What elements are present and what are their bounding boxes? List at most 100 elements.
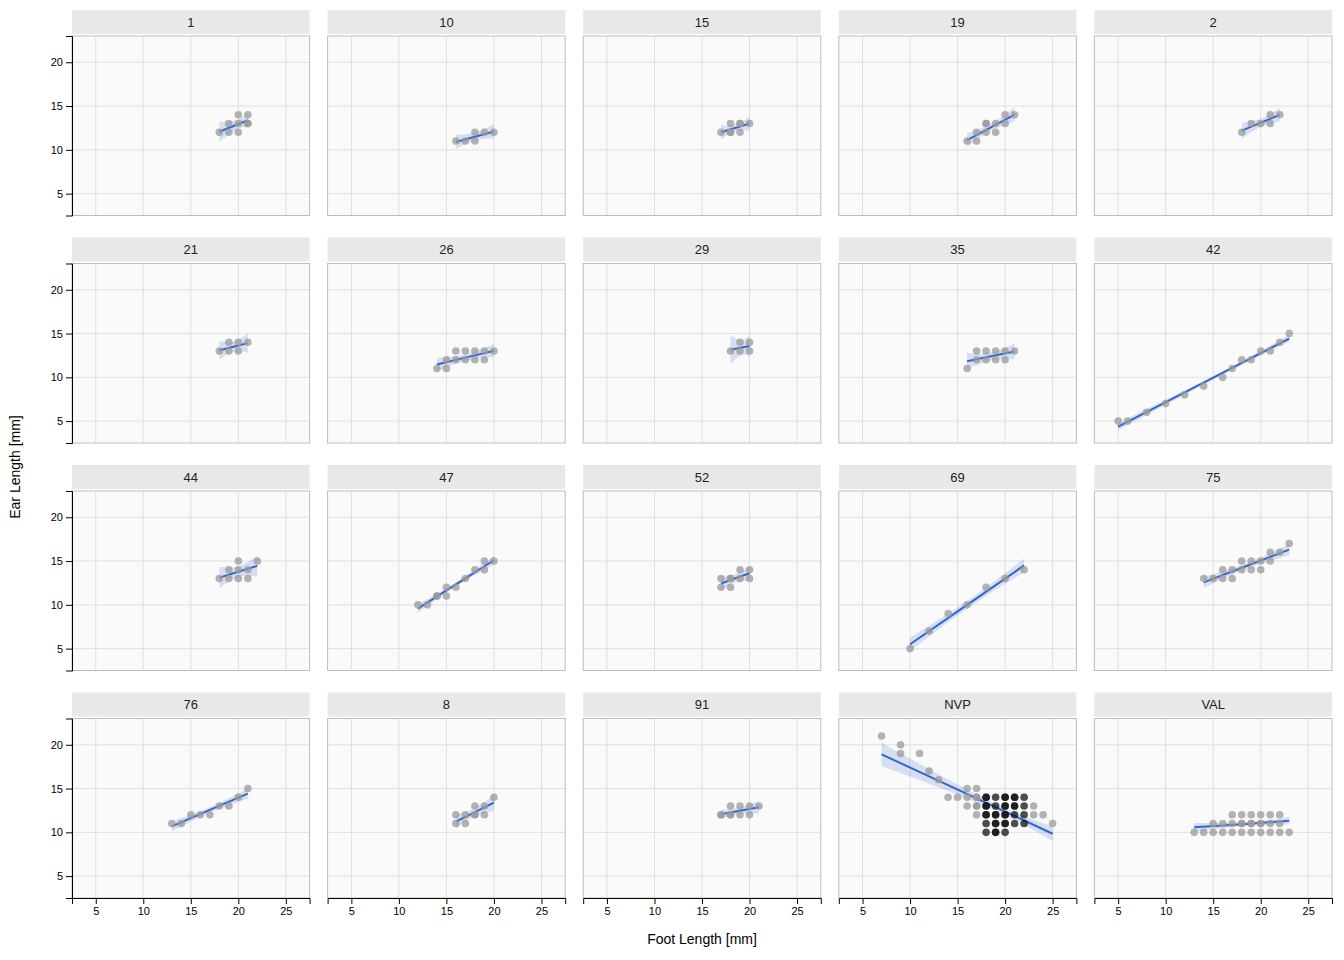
grid: [328, 264, 566, 444]
grid-line-x: [351, 719, 352, 899]
fit-line: [219, 343, 248, 350]
marks: [168, 785, 252, 832]
tick-mark: [1308, 898, 1309, 904]
tick: 5: [604, 898, 610, 917]
tick: 20: [999, 898, 1011, 917]
panel: VAL510152025: [1094, 693, 1332, 917]
grid: [839, 36, 1077, 216]
point: [736, 811, 744, 819]
point: [897, 750, 905, 758]
point: [982, 811, 990, 819]
tick: 10: [51, 144, 72, 156]
grid-line-y: [328, 832, 566, 833]
grid-line-y: [839, 377, 1077, 378]
grid-line-x: [1213, 719, 1214, 899]
tick-label: 5: [93, 905, 99, 917]
point: [235, 339, 243, 347]
point: [925, 767, 933, 775]
tick-label: 10: [904, 905, 916, 917]
plot-background: [1094, 719, 1332, 899]
point: [206, 811, 214, 819]
grid: [72, 36, 310, 216]
tick-label: 15: [51, 783, 63, 795]
point: [916, 750, 924, 758]
strip: [72, 465, 310, 489]
grid-line-x: [446, 491, 447, 671]
strip-label: 69: [950, 470, 964, 485]
plot-area: 510152025: [839, 719, 1077, 917]
grid-line-y: [328, 648, 566, 649]
tick-label: 5: [349, 905, 355, 917]
point: [897, 741, 905, 749]
tick-mark: [66, 421, 72, 422]
plot-area: [583, 491, 821, 671]
point: [1001, 356, 1009, 364]
grid-line-x: [1165, 491, 1166, 671]
point: [1200, 575, 1208, 583]
grid-line-x: [702, 491, 703, 671]
panel: 69: [839, 465, 1077, 671]
point: [982, 794, 990, 802]
point: [1001, 120, 1009, 128]
plot-frame: [839, 36, 1077, 216]
confidence-band: [882, 743, 1053, 841]
point: [992, 129, 1000, 137]
confidence-band: [418, 556, 494, 613]
grid-line-x: [95, 719, 96, 899]
point: [973, 347, 981, 355]
panel: 8510152025: [328, 693, 566, 917]
plot-background: [72, 264, 310, 444]
tick-label: 20: [51, 739, 63, 751]
grid-line-y: [72, 333, 310, 334]
grid-line-y: [583, 604, 821, 605]
point: [1001, 794, 1009, 802]
strip-label: 10: [439, 15, 453, 30]
tick-mark: [66, 517, 72, 518]
point: [982, 120, 990, 128]
tick-label: 15: [51, 555, 63, 567]
tick-label: 25: [536, 905, 548, 917]
point: [992, 802, 1000, 810]
grid-line-y: [583, 648, 821, 649]
tick-mark: [66, 290, 72, 291]
point: [755, 802, 763, 810]
marks: [906, 559, 1028, 653]
point: [471, 811, 479, 819]
point: [736, 566, 744, 574]
point: [992, 829, 1000, 837]
tick: 5: [57, 188, 72, 200]
tick-mark: [66, 62, 72, 63]
fit-line: [882, 754, 1053, 833]
grid-line-y: [1094, 788, 1332, 789]
plot-area: 510152025: [328, 719, 566, 917]
fit-line: [1204, 550, 1290, 583]
point: [973, 802, 981, 810]
point: [727, 575, 735, 583]
point: [1039, 811, 1047, 819]
grid-line-x: [446, 264, 447, 444]
strip: [72, 693, 310, 717]
point: [1143, 409, 1151, 417]
confidence-band: [219, 113, 248, 141]
plot-background: [72, 36, 310, 216]
point: [1257, 120, 1265, 128]
point: [225, 347, 233, 355]
point: [235, 557, 243, 565]
point: [1285, 540, 1293, 548]
strip: [328, 238, 566, 262]
point: [736, 120, 744, 128]
grid-line-y: [1094, 604, 1332, 605]
point: [424, 601, 432, 609]
strip: [1094, 238, 1332, 262]
tick-label: 10: [51, 599, 63, 611]
point: [481, 566, 489, 574]
grid-line-y: [1094, 517, 1332, 518]
grid-line-x: [702, 36, 703, 216]
strip-label: 76: [184, 697, 198, 712]
tick: 10: [649, 898, 661, 917]
confidence-band: [910, 559, 1024, 652]
point: [963, 802, 971, 810]
point: [471, 802, 479, 810]
point: [1209, 820, 1217, 828]
point: [1238, 811, 1246, 819]
